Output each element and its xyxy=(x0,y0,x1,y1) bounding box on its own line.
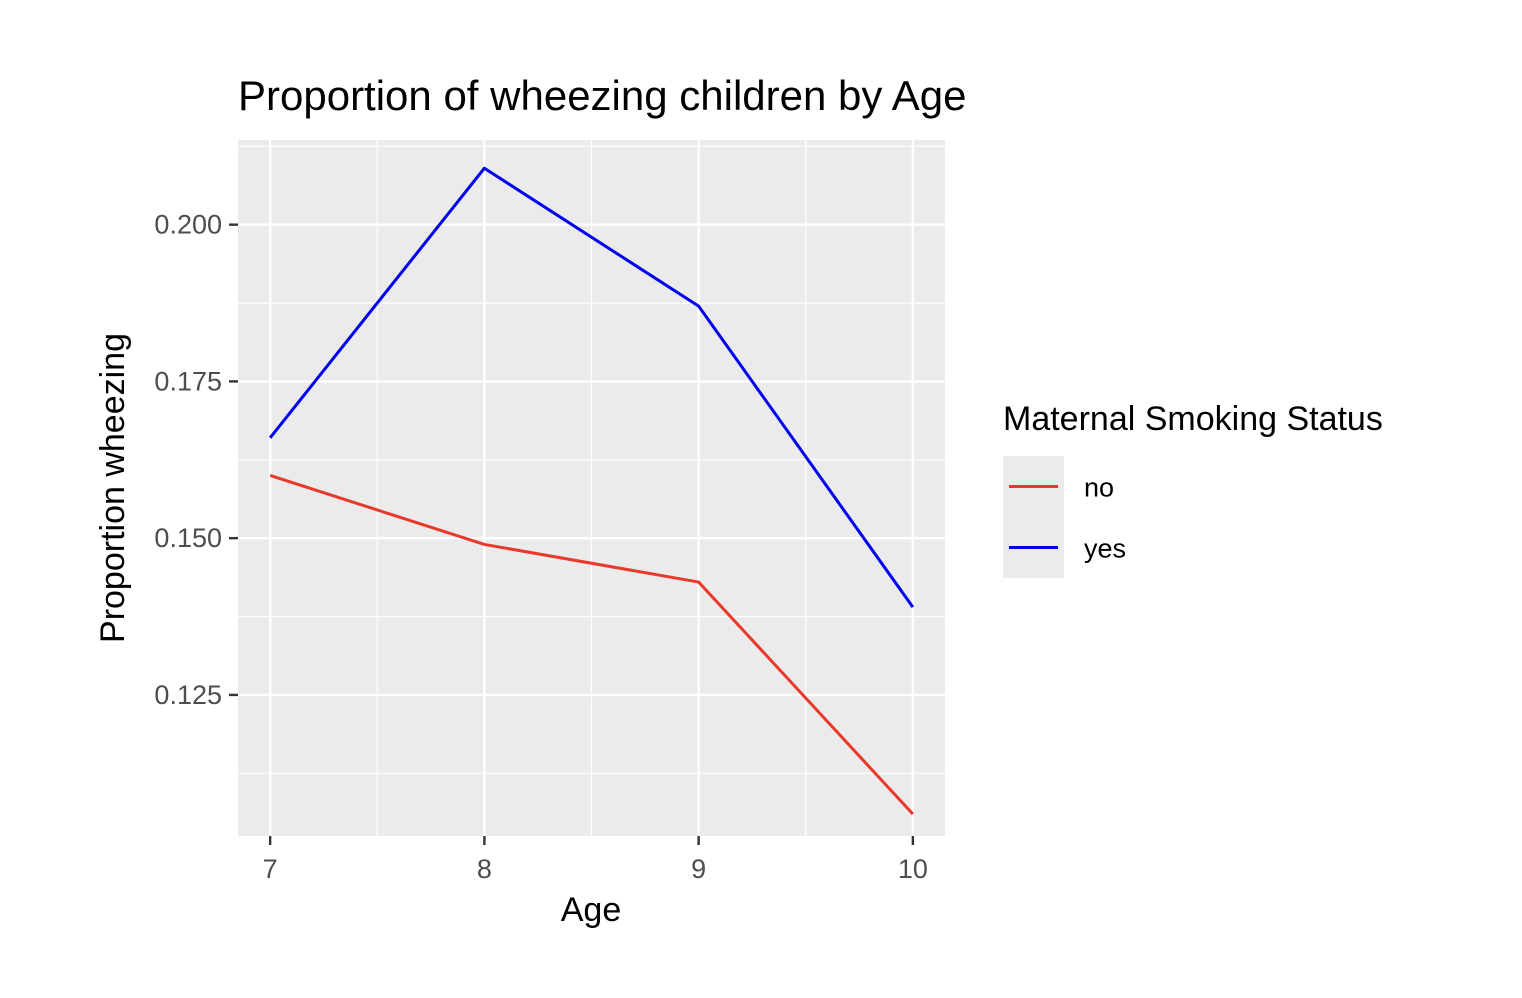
legend-label-yes: yes xyxy=(1084,534,1126,564)
x-tick-label: 10 xyxy=(898,854,928,884)
y-axis: 0.125 0.150 0.175 0.200 xyxy=(154,210,238,710)
y-axis-title: Proportion wheezing xyxy=(94,333,132,643)
x-tick-label: 7 xyxy=(263,854,278,884)
legend: Maternal Smoking Status no yes xyxy=(1003,400,1383,578)
y-tick-label: 0.125 xyxy=(154,680,222,710)
x-tick-label: 8 xyxy=(477,854,492,884)
series-lines xyxy=(268,166,915,816)
major-gridlines xyxy=(238,140,945,836)
legend-keys: no yes xyxy=(1003,456,1126,578)
y-tick-label: 0.200 xyxy=(154,210,222,240)
chart-title: Proportion of wheezing children by Age xyxy=(238,72,966,119)
x-axis: 7 8 9 10 xyxy=(263,836,928,884)
y-tick-label: 0.175 xyxy=(154,366,222,396)
legend-title: Maternal Smoking Status xyxy=(1003,400,1383,438)
y-tick-label: 0.150 xyxy=(154,523,222,553)
minor-gridlines xyxy=(238,140,945,836)
x-axis-title: Age xyxy=(561,891,622,929)
series-line-no xyxy=(269,474,914,816)
x-tick-label: 9 xyxy=(691,854,706,884)
series-line-yes xyxy=(268,166,915,609)
legend-label-no: no xyxy=(1084,473,1114,503)
